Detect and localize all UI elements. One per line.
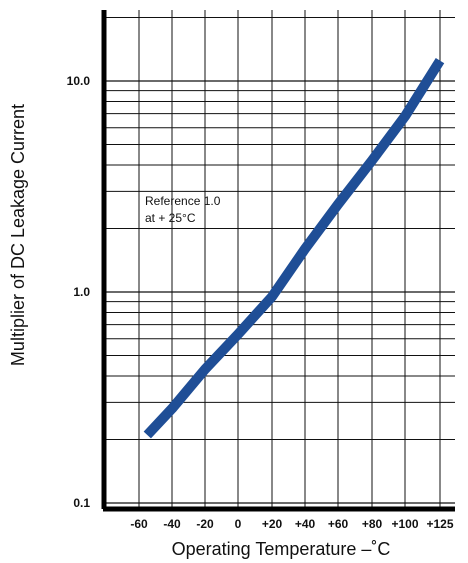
y-tick-label-2: 0.1 — [73, 496, 90, 510]
grid — [104, 10, 455, 509]
annotation-line-2: at + 25°C — [145, 211, 196, 225]
x-tick-label-6: +60 — [328, 517, 349, 531]
x-tick-label-3: 0 — [235, 517, 242, 531]
x-tick-label-0: -60 — [130, 517, 148, 531]
x-tick-label-4: +20 — [262, 517, 283, 531]
x-tick-label-7: +80 — [362, 517, 383, 531]
y-tick-label-0: 10.0 — [67, 74, 91, 88]
x-tick-label-5: +40 — [295, 517, 316, 531]
x-axis-label: Operating Temperature –˚C — [172, 539, 391, 559]
x-tick-label-8: +100 — [391, 517, 418, 531]
x-tick-label-2: -20 — [196, 517, 214, 531]
x-tick-label-1: -40 — [163, 517, 181, 531]
x-tick-label-9: +125 — [426, 517, 453, 531]
plot-area — [104, 10, 455, 509]
y-axis-label: Multiplier of DC Leakage Current — [8, 104, 28, 366]
annotation-line-1: Reference 1.0 — [145, 194, 221, 208]
series-layer — [143, 57, 445, 439]
axes: -60 -40 -20 0 +20 +40 +60 +80 +100 +125 10.0 1.0 0.1 — [67, 10, 455, 531]
y-tick-label-1: 1.0 — [73, 285, 90, 299]
series-line-0 — [143, 57, 445, 439]
